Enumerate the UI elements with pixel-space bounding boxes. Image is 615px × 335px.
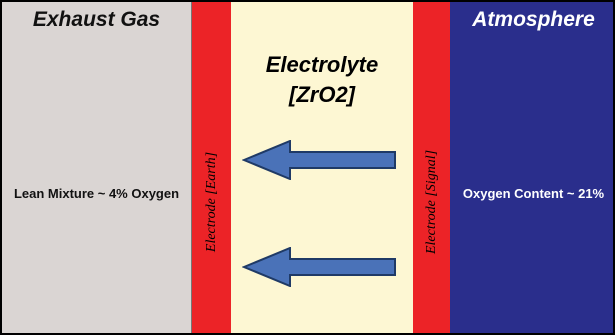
- left-arrow-icon: [242, 247, 396, 287]
- exhaust-gas-title: Exhaust Gas: [32, 8, 161, 31]
- arrow-bottom-shape: [242, 247, 396, 287]
- arrow-top-shape: [242, 140, 396, 180]
- electrode-earth: Electrode [Earth]: [192, 2, 231, 333]
- electrolyte-title-line2: [ZrO2]: [289, 82, 355, 107]
- atmosphere-region: Atmosphere Oxygen Content ~ 21%: [450, 2, 613, 333]
- left-arrow-icon: [242, 140, 396, 180]
- electrolyte-title: Electrolyte [ZrO2]: [231, 50, 413, 110]
- atmosphere-description: Oxygen Content ~ 21%: [462, 186, 605, 201]
- exhaust-gas-region: Exhaust Gas Lean Mixture ~ 4% Oxygen: [2, 2, 192, 333]
- electrode-signal: Electrode [Signal]: [413, 2, 450, 333]
- electrode-signal-label: Electrode [Signal]: [423, 149, 439, 255]
- exhaust-gas-description: Lean Mixture ~ 4% Oxygen: [13, 186, 180, 201]
- atmosphere-title: Atmosphere: [472, 8, 595, 31]
- electrolyte-title-line1: Electrolyte: [265, 52, 379, 77]
- electrode-earth-label: Electrode [Earth]: [203, 151, 219, 253]
